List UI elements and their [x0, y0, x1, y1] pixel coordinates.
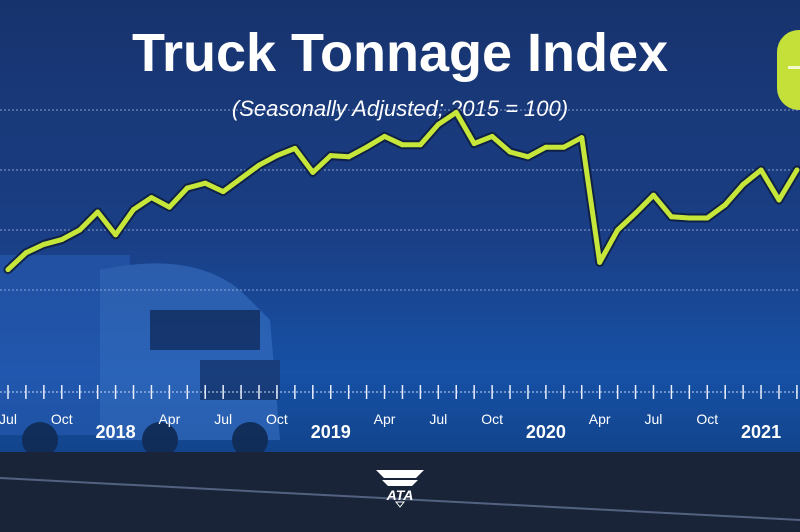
data-point	[453, 109, 459, 115]
data-point	[166, 204, 172, 210]
data-point	[184, 185, 190, 191]
data-point	[95, 209, 101, 215]
data-point	[346, 154, 352, 160]
x-month-label: Apr	[589, 411, 611, 427]
road	[0, 452, 800, 532]
ata-logo: ATA	[376, 470, 424, 508]
data-point	[399, 142, 405, 148]
x-month-label: Oct	[51, 411, 73, 427]
data-point	[274, 153, 280, 159]
data-point	[633, 210, 639, 216]
data-point	[686, 215, 692, 221]
data-point	[794, 167, 800, 173]
x-year-label: 2019	[311, 422, 351, 442]
x-month-label: Oct	[266, 411, 288, 427]
x-month-label: Jul	[645, 411, 663, 427]
x-year-label: 2021	[741, 422, 781, 442]
x-month-label: Apr	[374, 411, 396, 427]
data-point	[364, 144, 370, 150]
data-point	[507, 149, 513, 155]
x-month-label: Jul	[429, 411, 447, 427]
data-point	[597, 259, 603, 265]
series-line	[5, 109, 800, 273]
legend-badge	[777, 30, 800, 110]
data-point	[113, 232, 119, 238]
data-point	[23, 250, 29, 256]
data-point	[77, 227, 83, 233]
data-point	[668, 214, 674, 220]
data-point	[525, 154, 531, 160]
x-month-label: Jul	[214, 411, 232, 427]
data-point	[561, 144, 567, 150]
data-point	[59, 237, 65, 243]
data-point	[220, 189, 226, 195]
data-point	[292, 145, 298, 151]
x-month-label: Apr	[158, 411, 180, 427]
series-line-outline	[3, 107, 800, 275]
data-point	[615, 227, 621, 233]
data-point	[758, 167, 764, 173]
data-point	[148, 195, 154, 201]
data-point	[5, 267, 11, 273]
x-year-label: 2018	[96, 422, 136, 442]
data-point	[776, 197, 782, 203]
data-point	[41, 241, 47, 247]
x-month-label: Oct	[481, 411, 503, 427]
data-point	[471, 141, 477, 147]
data-point	[310, 169, 316, 175]
data-point	[650, 192, 656, 198]
data-point	[704, 215, 710, 221]
data-point	[435, 121, 441, 127]
legend-line-sample	[788, 66, 800, 69]
x-month-label: Jul	[0, 411, 17, 427]
truck-background-image	[0, 255, 280, 458]
chart-subtitle: (Seasonally Adjusted; 2015 = 100)	[231, 96, 569, 121]
svg-text:ATA: ATA	[386, 487, 414, 503]
data-point	[722, 202, 728, 208]
x-year-label: 2020	[526, 422, 566, 442]
data-point	[238, 175, 244, 181]
x-month-label: Oct	[696, 411, 718, 427]
data-point	[131, 207, 137, 213]
road-marking	[0, 477, 800, 521]
data-point	[202, 180, 208, 186]
data-point	[382, 133, 388, 139]
data-point	[579, 135, 585, 141]
data-point	[328, 153, 334, 159]
data-point	[543, 144, 549, 150]
data-point	[740, 181, 746, 187]
data-point	[489, 133, 495, 139]
data-point	[417, 142, 423, 148]
data-point	[256, 162, 262, 168]
chart-title: Truck Tonnage Index	[131, 23, 669, 83]
